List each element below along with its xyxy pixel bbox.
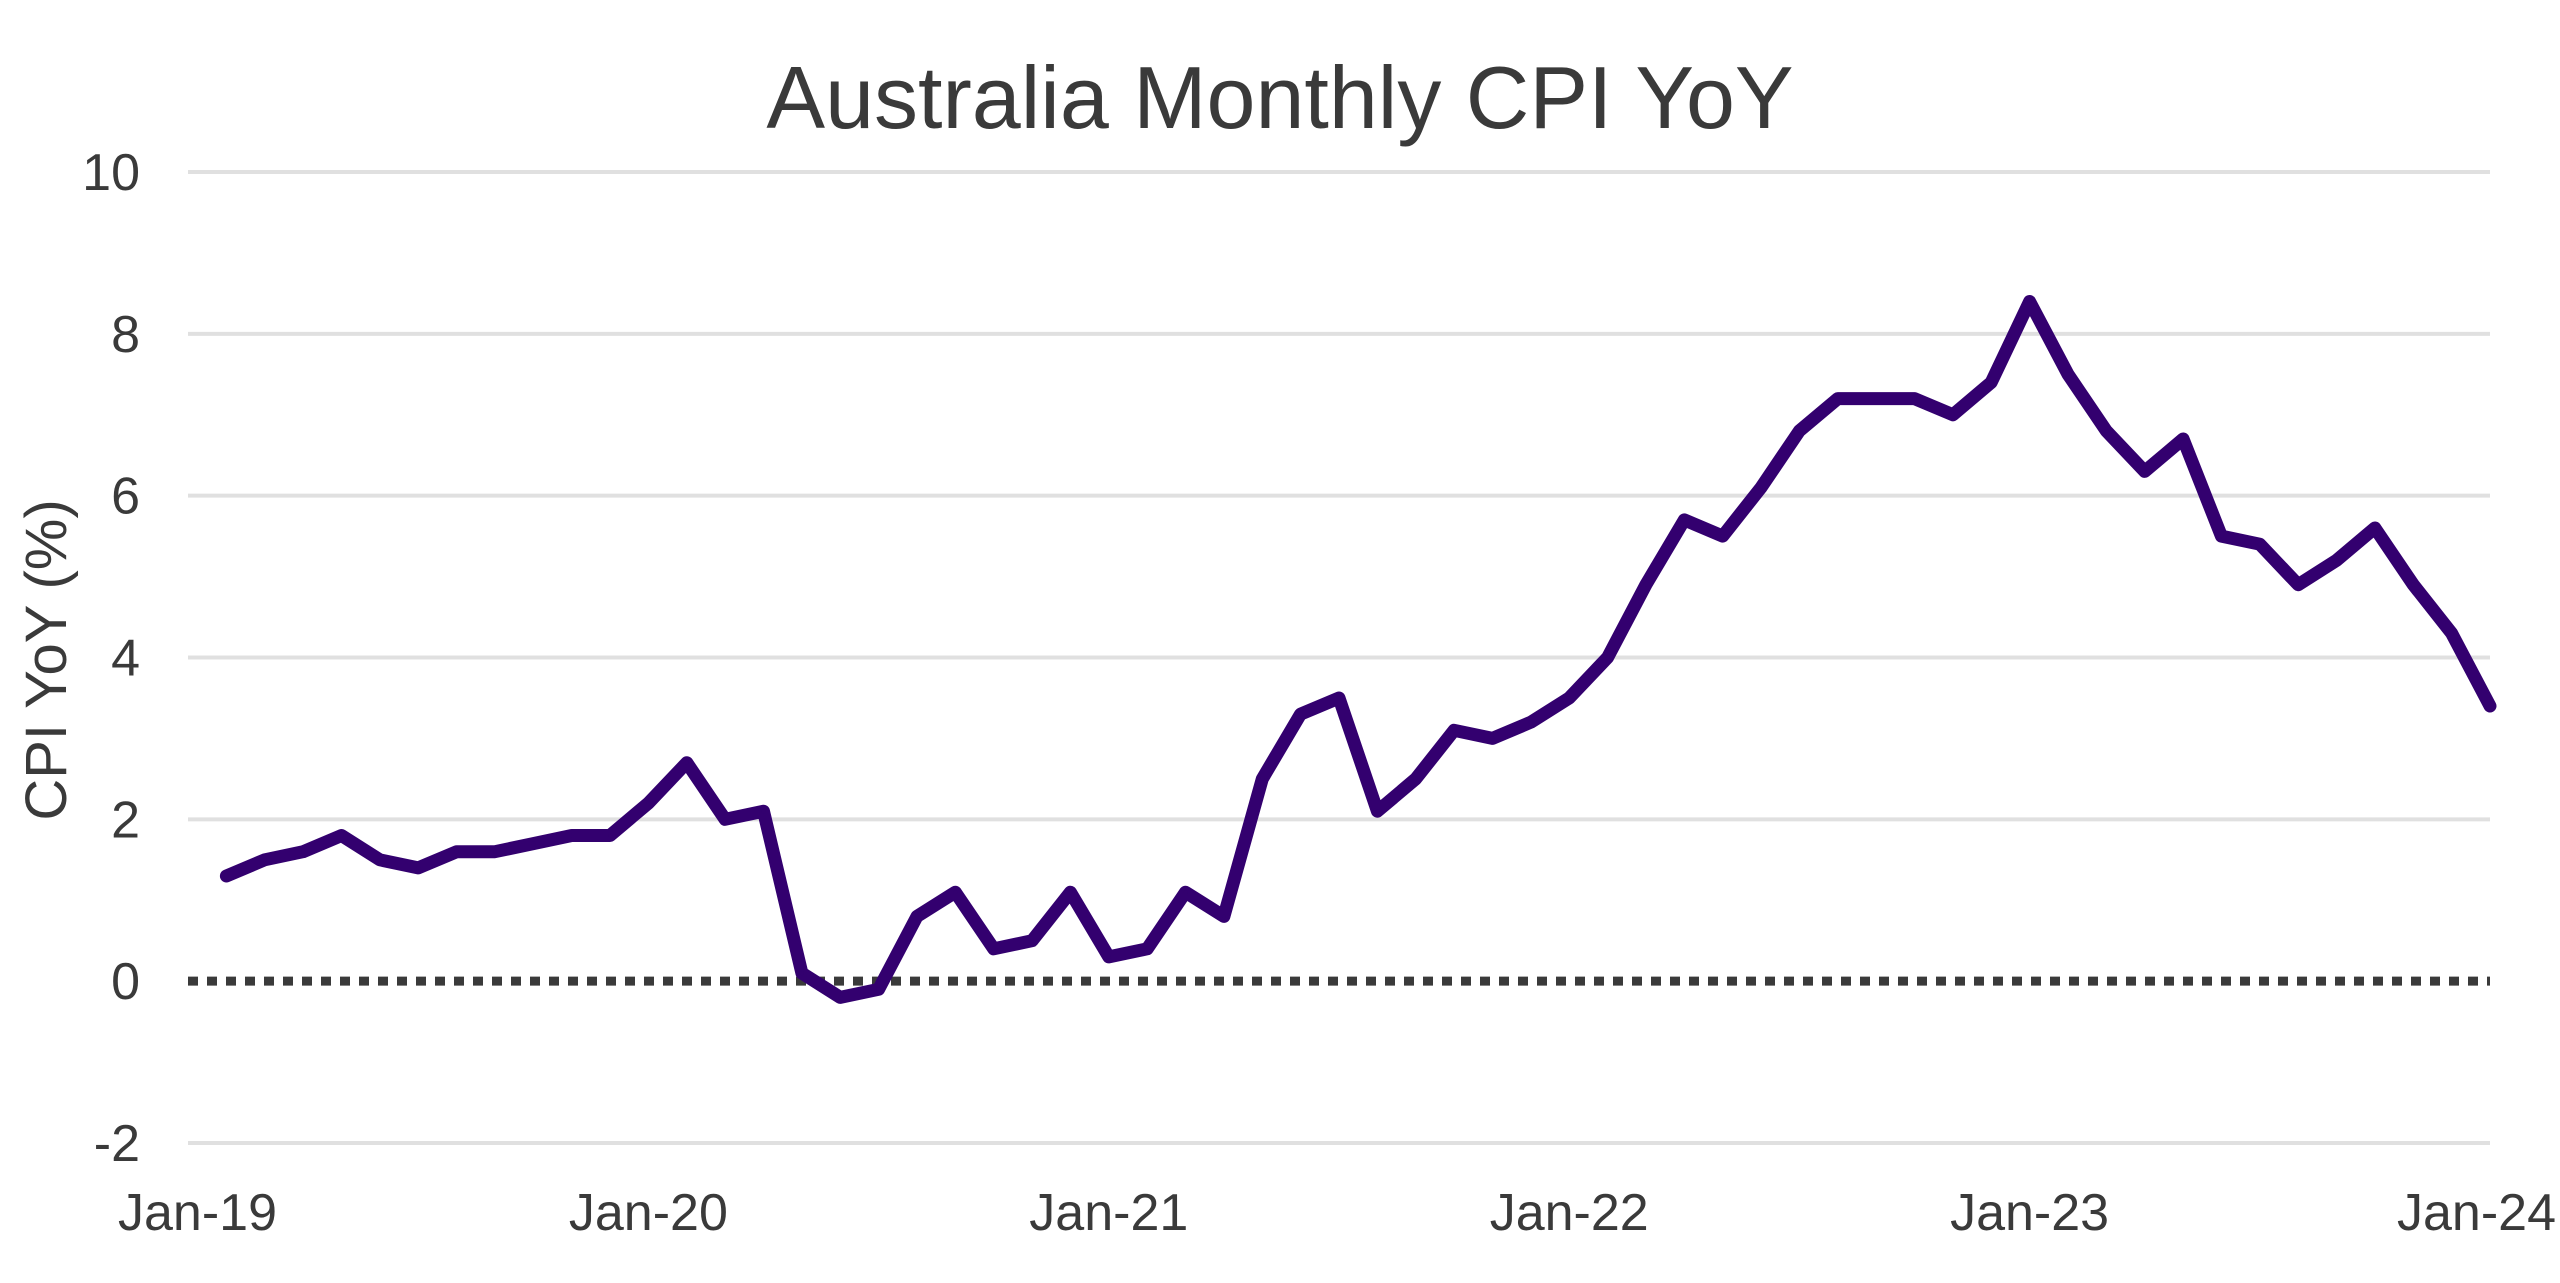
y-axis-label: CPI YoY (%) bbox=[14, 499, 79, 820]
data-point-jan-20 bbox=[684, 760, 689, 765]
data-point-feb-22 bbox=[1643, 582, 1648, 587]
y-tick-label: 8 bbox=[111, 306, 140, 364]
gridlines bbox=[188, 170, 2490, 1145]
data-point-jan-23 bbox=[2065, 372, 2070, 377]
data-point-oct-22 bbox=[1950, 412, 1955, 417]
data-point-sep-19 bbox=[531, 841, 536, 846]
x-tick-label: Jan-23 bbox=[1950, 1184, 2109, 1242]
x-tick-labels: Jan-19 Jan-20 Jan-21 Jan-22 Jan-23 Jan-24 bbox=[118, 1184, 2556, 1242]
data-point-jan-22 bbox=[1605, 655, 1610, 660]
data-point-sep-22 bbox=[1912, 396, 1917, 401]
data-point-mar-21 bbox=[1221, 914, 1226, 919]
y-tick-label: -2 bbox=[94, 1115, 140, 1173]
data-point-jun-23 bbox=[2257, 542, 2262, 547]
data-point-feb-20 bbox=[723, 817, 728, 822]
data-point-oct-21 bbox=[1490, 736, 1495, 741]
data-point-aug-19 bbox=[492, 849, 497, 854]
data-point-jun-21 bbox=[1337, 695, 1341, 700]
data-point-mar-19 bbox=[301, 849, 306, 854]
data-point-oct-20 bbox=[1030, 938, 1035, 943]
data-point-sep-20 bbox=[991, 946, 996, 951]
data-point-feb-21 bbox=[1183, 890, 1188, 895]
x-tick-label: Jan-24 bbox=[2397, 1184, 2556, 1242]
y-tick-labels: 10 8 6 4 2 0 -2 bbox=[82, 144, 140, 1173]
data-point-dec-21 bbox=[1567, 695, 1572, 700]
data-point-nov-22 bbox=[1989, 380, 1994, 385]
data-point-apr-21 bbox=[1260, 776, 1265, 781]
data-point-may-21 bbox=[1298, 712, 1303, 717]
x-tick-label: Jan-21 bbox=[1029, 1184, 1188, 1242]
data-point-mar-20 bbox=[761, 809, 766, 814]
chart-title: Australia Monthly CPI YoY bbox=[766, 48, 1793, 147]
y-tick-label: 0 bbox=[111, 953, 140, 1011]
data-point-jul-19 bbox=[454, 849, 459, 854]
data-point-jul-20 bbox=[914, 914, 919, 919]
data-point-dec-22 bbox=[2027, 299, 2032, 304]
data-point-apr-23 bbox=[2181, 437, 2186, 442]
data-point-jan-21 bbox=[1145, 946, 1150, 951]
data-point-aug-20 bbox=[953, 890, 958, 895]
data-point-may-20 bbox=[838, 995, 843, 1000]
data-point-oct-23 bbox=[2411, 582, 2416, 587]
data-point-oct-19 bbox=[569, 833, 574, 838]
data-point-dec-20 bbox=[1106, 954, 1111, 959]
data-point-nov-21 bbox=[1528, 720, 1533, 725]
data-point-aug-22 bbox=[1874, 396, 1879, 401]
data-point-jul-22 bbox=[1835, 396, 1840, 401]
data-point-apr-22 bbox=[1720, 534, 1725, 539]
y-tick-label: 10 bbox=[82, 144, 140, 202]
data-point-mar-23 bbox=[2142, 469, 2147, 474]
data-point-apr-20 bbox=[799, 971, 804, 976]
data-point-feb-23 bbox=[2104, 428, 2109, 433]
data-point-feb-19 bbox=[262, 857, 267, 862]
data-point-jul-21 bbox=[1375, 809, 1380, 814]
data-point-jun-22 bbox=[1797, 428, 1802, 433]
data-point-nov-20 bbox=[1068, 890, 1073, 895]
data-point-may-19 bbox=[377, 857, 382, 862]
x-tick-label: Jan-19 bbox=[118, 1184, 277, 1242]
x-tick-label: Jan-22 bbox=[1490, 1184, 1649, 1242]
data-point-may-22 bbox=[1759, 485, 1764, 490]
data-point-jan-19 bbox=[224, 873, 229, 878]
data-point-aug-23 bbox=[2334, 558, 2339, 563]
data-point-jun-20 bbox=[876, 987, 881, 992]
data-point-apr-19 bbox=[339, 833, 344, 838]
y-tick-label: 6 bbox=[111, 468, 140, 526]
data-point-nov-19 bbox=[608, 833, 613, 838]
data-point-may-23 bbox=[2219, 534, 2224, 539]
y-tick-label: 2 bbox=[111, 791, 140, 849]
y-tick-label: 4 bbox=[111, 630, 140, 688]
data-point-mar-22 bbox=[1682, 517, 1687, 522]
data-point-dec-23 bbox=[2488, 704, 2492, 709]
data-point-dec-19 bbox=[646, 801, 651, 806]
data-point-aug-21 bbox=[1413, 776, 1418, 781]
data-points bbox=[224, 299, 2492, 1000]
data-point-nov-23 bbox=[2449, 631, 2454, 636]
data-point-sep-23 bbox=[2372, 526, 2377, 531]
data-point-jun-19 bbox=[416, 865, 421, 870]
data-point-jul-23 bbox=[2296, 582, 2301, 587]
data-point-sep-21 bbox=[1452, 728, 1457, 733]
x-tick-label: Jan-20 bbox=[569, 1184, 728, 1242]
series-line-cpi-yoy bbox=[219, 295, 2497, 1004]
